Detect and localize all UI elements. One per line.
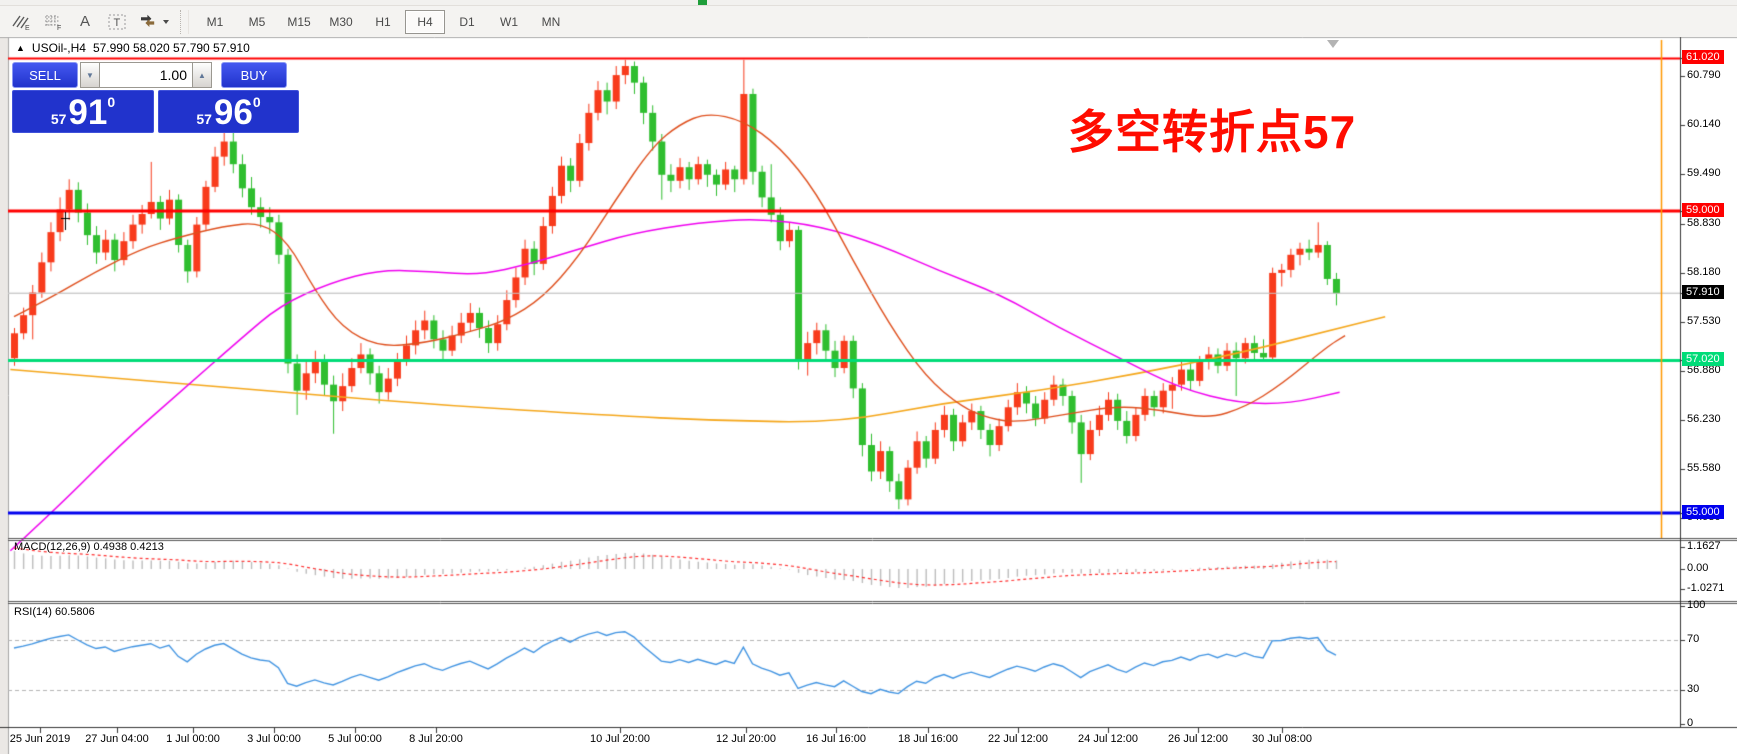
buy-button[interactable]: BUY	[221, 62, 287, 88]
grid-icon[interactable]: F	[38, 10, 68, 34]
date-axis-label: 18 Jul 16:00	[898, 733, 958, 745]
buy-price-prefix: 57	[196, 111, 212, 127]
chart-toolbar: E F A T M1 M5 M15 M30 H1 H4 D1 W1 MN	[0, 6, 1737, 37]
tf-button-m30[interactable]: M30	[329, 14, 353, 29]
svg-text:E: E	[25, 25, 30, 31]
macd-axis-label: 0.00	[1687, 562, 1709, 574]
price-axis-label-59.490: 59.490	[1687, 167, 1721, 179]
rsi-axis-label: 0	[1687, 717, 1694, 729]
macd-axis-label: 1.1627	[1687, 539, 1721, 552]
tf-button-d1[interactable]: D1	[459, 14, 475, 29]
price-axis-label-60.790: 60.790	[1687, 68, 1721, 81]
one-click-trade-panel: SELL ▼ ▲ BUY 57 91 0 57 96 0	[12, 62, 299, 133]
price-axis-label-61.020: 61.020	[1682, 50, 1724, 65]
price-axis-label-56.230: 56.230	[1687, 413, 1721, 426]
text-label-icon[interactable]: A	[79, 13, 90, 30]
ohlc-values: 57.990 58.020 57.790 57.910	[92, 41, 250, 55]
tf-button-h1[interactable]: H1	[375, 14, 391, 29]
sell-price-main: 91	[68, 93, 108, 132]
date-axis-label: 22 Jul 12:00	[988, 733, 1048, 745]
price-axis-label-57.020: 57.020	[1682, 352, 1724, 367]
buy-price-display: 57 96 0	[158, 90, 299, 133]
tf-button-h4[interactable]: H4	[405, 9, 445, 34]
chart-annotation-text: 多空转折点57	[1068, 106, 1357, 158]
toolbar-separator	[180, 9, 189, 34]
date-axis-label: 10 Jul 20:00	[590, 733, 650, 745]
date-axis-label: 16 Jul 16:00	[806, 733, 866, 745]
sell-price-sup: 0	[107, 94, 116, 110]
date-axis-label: 25 Jun 2019	[9, 733, 71, 745]
tf-button-w1[interactable]: W1	[500, 14, 518, 29]
sell-price-display: 57 91 0	[12, 90, 154, 133]
rsi-axis-label: 30	[1687, 683, 1700, 695]
price-axis-label-58.830: 58.830	[1687, 216, 1721, 229]
price-axis-label-55.580: 55.580	[1687, 462, 1721, 475]
window-top-strip	[0, 0, 1737, 6]
price-axis-label-60.140: 60.140	[1687, 117, 1721, 130]
sell-price-prefix: 57	[50, 111, 67, 127]
price-axis-label-55.000: 55.000	[1682, 505, 1724, 519]
tf-button-mn[interactable]: MN	[541, 14, 561, 29]
connection-indicator-icon	[698, 0, 707, 5]
svg-text:F: F	[57, 25, 61, 31]
date-axis-label: 5 Jul 00:00	[328, 733, 382, 745]
price-axis-label-56.880: 56.880	[1687, 364, 1721, 377]
text-box-icon[interactable]: T	[102, 10, 132, 34]
date-axis-label: 27 Jun 04:00	[85, 733, 149, 745]
date-axis-label: 12 Jul 20:00	[716, 733, 776, 745]
volume-up-button[interactable]: ▲	[192, 62, 212, 88]
rsi-indicator-label: RSI(14) 60.5806	[14, 606, 95, 618]
panel-collapse-icon[interactable]: ▲	[16, 43, 25, 53]
date-axis-label: 30 Jul 08:00	[1252, 733, 1312, 745]
chart-shift-marker-icon[interactable]	[1327, 40, 1339, 48]
date-axis-label: 3 Jul 00:00	[247, 733, 301, 745]
chart-title: ▲ USOil-,H4 57.990 58.020 57.790 57.910	[16, 41, 250, 55]
buy-price-main: 96	[213, 93, 253, 132]
macd-axis-label: -1.0271	[1687, 581, 1725, 594]
date-axis-label: 26 Jul 12:00	[1168, 733, 1228, 745]
date-axis-label: 24 Jul 12:00	[1078, 733, 1138, 745]
price-axis-label-57.530: 57.530	[1687, 314, 1721, 327]
volume-input[interactable]	[100, 62, 192, 88]
svg-text:T: T	[114, 17, 121, 29]
rsi-axis-label: 100	[1687, 599, 1706, 611]
sell-button[interactable]: SELL	[12, 62, 78, 88]
price-axis-label-58.180: 58.180	[1687, 265, 1721, 278]
tf-button-m5[interactable]: M5	[248, 14, 266, 29]
buy-price-sup: 0	[252, 94, 261, 110]
date-axis-label: 1 Jul 00:00	[166, 733, 220, 745]
price-axis-label-59.000: 59.000	[1682, 203, 1724, 217]
tf-button-m1[interactable]: M1	[206, 14, 224, 29]
macd-indicator-label: MACD(12,26,9) 0.4938 0.4213	[14, 541, 164, 553]
rsi-axis-label: 70	[1687, 633, 1700, 645]
volume-down-button[interactable]: ▼	[80, 62, 100, 88]
arrows-tool-icon[interactable]	[134, 10, 174, 34]
symbol-label: USOil-,H4	[31, 41, 86, 55]
tf-button-m15[interactable]: M15	[287, 14, 311, 29]
draw-study-icon[interactable]: E	[6, 10, 36, 34]
price-axis-label-57.910: 57.910	[1682, 285, 1724, 300]
date-axis-label: 8 Jul 20:00	[409, 733, 463, 745]
